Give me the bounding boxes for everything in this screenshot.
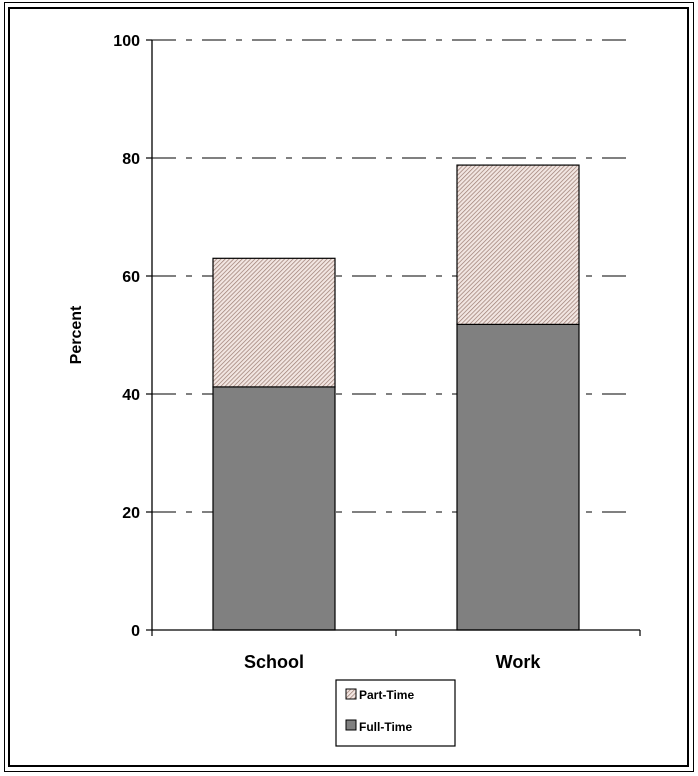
x-tick-label-school: School <box>244 652 304 672</box>
y-tick-label: 0 <box>131 623 140 640</box>
y-tick-label: 20 <box>122 505 140 522</box>
bar-work-full-time <box>456 323 580 631</box>
axes: 0 20 40 60 80 100 School Work <box>113 33 641 672</box>
bars <box>212 164 580 631</box>
chart-inner-border <box>8 7 689 767</box>
bar-school-full-time <box>212 386 336 631</box>
bar-work-part-time <box>456 164 580 325</box>
y-tick-label: 80 <box>122 151 140 168</box>
gridlines <box>152 39 630 513</box>
legend: Part-Time Full-Time <box>335 679 456 747</box>
bar-school-part-time <box>212 257 336 388</box>
legend-swatch-full-time <box>345 719 357 731</box>
y-axis-label: Percent <box>68 305 85 364</box>
y-tick-label: 40 <box>122 387 140 404</box>
legend-label-full-time: Full-Time <box>359 720 412 734</box>
y-tick-label: 100 <box>113 33 140 50</box>
y-tick-label: 60 <box>122 269 140 286</box>
legend-label-part-time: Part-Time <box>359 688 414 702</box>
x-tick-label-work: Work <box>496 652 542 672</box>
chart-outer-border <box>4 2 694 772</box>
legend-swatch-part-time <box>345 688 357 700</box>
